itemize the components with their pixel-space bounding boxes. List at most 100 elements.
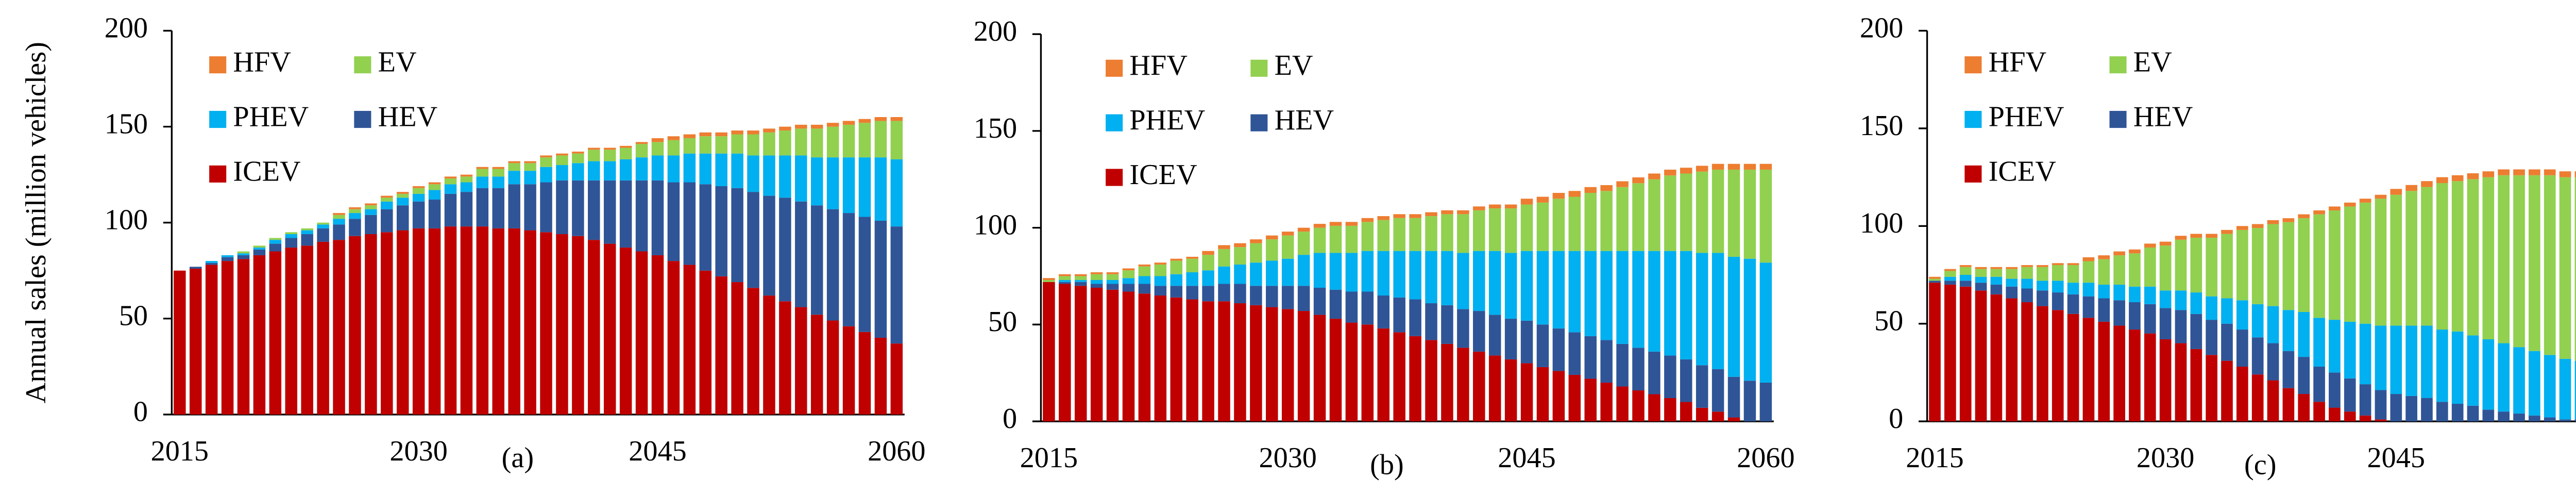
bar-segment bbox=[365, 215, 377, 235]
bar-segment bbox=[1186, 256, 1198, 259]
bar-segment bbox=[1170, 297, 1183, 422]
bar-segment bbox=[1457, 210, 1469, 215]
bar-segment bbox=[556, 165, 568, 180]
bar-segment bbox=[221, 255, 234, 257]
bar-segment bbox=[1473, 251, 1485, 311]
bar-segment bbox=[1929, 281, 1941, 283]
legend-swatch bbox=[1250, 59, 1268, 77]
bar-segment bbox=[2098, 255, 2110, 259]
bar-segment bbox=[2251, 228, 2264, 304]
bar-segment bbox=[2129, 253, 2141, 287]
bar-segment bbox=[1138, 293, 1151, 422]
bar-segment bbox=[460, 176, 473, 183]
bar-segment bbox=[2159, 241, 2172, 246]
bar-segment bbox=[1154, 262, 1167, 265]
bar-segment bbox=[2559, 177, 2571, 359]
bar-segment bbox=[1944, 276, 1956, 281]
legend-swatch bbox=[209, 56, 227, 74]
bar-segment bbox=[1600, 185, 1613, 191]
legend-swatch bbox=[1106, 169, 1123, 186]
bar-segment bbox=[651, 180, 664, 255]
bar-segment bbox=[1520, 363, 1533, 422]
bar-segment bbox=[2006, 286, 2018, 299]
bar-segment bbox=[381, 209, 393, 233]
bar-segment bbox=[1345, 225, 1358, 253]
legend-swatch bbox=[209, 111, 227, 128]
bar-segment bbox=[1106, 289, 1119, 422]
bar-segment bbox=[1393, 214, 1405, 218]
bar-segment bbox=[1441, 343, 1453, 422]
bar-segment bbox=[428, 184, 441, 190]
bar-segment bbox=[2267, 224, 2279, 306]
bar-segment bbox=[2144, 243, 2156, 248]
bar-segment bbox=[874, 117, 887, 121]
bar-segment bbox=[826, 320, 839, 415]
panel-label: (a) bbox=[502, 442, 534, 474]
bar-segment bbox=[1504, 319, 1517, 359]
bar-segment bbox=[2467, 173, 2479, 179]
bar-segment bbox=[269, 251, 282, 415]
bar-segment bbox=[1361, 251, 1374, 292]
bar-segment bbox=[2190, 234, 2202, 238]
bar-segment bbox=[1106, 280, 1119, 284]
bar-segment bbox=[1488, 355, 1501, 422]
bar-segment bbox=[842, 124, 855, 158]
bar-segment bbox=[1186, 272, 1198, 286]
bar-segment bbox=[2559, 358, 2571, 420]
bar-segment bbox=[1975, 290, 1987, 422]
bar-segment bbox=[1170, 260, 1183, 274]
bar-segment bbox=[2129, 330, 2141, 422]
bar-segment bbox=[619, 180, 632, 248]
bar-segment bbox=[556, 153, 568, 156]
bar-segment bbox=[2175, 236, 2187, 240]
bar-segment bbox=[508, 163, 520, 171]
bar-segment bbox=[1154, 264, 1167, 276]
bar-segment bbox=[619, 159, 632, 180]
bar-segment bbox=[2405, 396, 2417, 422]
bar-segment bbox=[1696, 171, 1708, 253]
bar-segment bbox=[1441, 210, 1453, 215]
bar-segment bbox=[1648, 351, 1660, 395]
bar-segment bbox=[2037, 290, 2048, 306]
bar-segment bbox=[715, 132, 727, 137]
bar-segment bbox=[2574, 177, 2576, 361]
bar-segment bbox=[237, 253, 250, 255]
legend-label: ICEV bbox=[233, 155, 300, 187]
bar-segment bbox=[2144, 333, 2156, 422]
bar-segment bbox=[1250, 286, 1262, 305]
bar-segment bbox=[317, 222, 329, 225]
bar-segment bbox=[747, 192, 759, 288]
bar-segment bbox=[1696, 253, 1708, 366]
bar-segment bbox=[2436, 402, 2448, 422]
bar-segment bbox=[1122, 278, 1135, 284]
bar-segment bbox=[508, 228, 520, 415]
x-tick-label: 2045 bbox=[2367, 442, 2425, 474]
bar-segment bbox=[1632, 390, 1645, 422]
bar-segment bbox=[1648, 179, 1660, 251]
bar-segment bbox=[699, 136, 712, 154]
bar-segment bbox=[2513, 175, 2525, 348]
bar-segment bbox=[1059, 282, 1071, 284]
bar-segment bbox=[285, 248, 298, 415]
legend-label: ICEV bbox=[1989, 155, 2056, 187]
bar-segment bbox=[619, 147, 632, 159]
bar-segment bbox=[2052, 292, 2064, 310]
bar-segment bbox=[2144, 286, 2156, 304]
bar-segment bbox=[2221, 298, 2233, 324]
bar-segment bbox=[1727, 163, 1740, 170]
bar-segment bbox=[2313, 402, 2325, 422]
bar-segment bbox=[1616, 251, 1629, 344]
bar-segment bbox=[1281, 232, 1294, 236]
bar-segment bbox=[572, 151, 584, 154]
bar-segment bbox=[2544, 355, 2556, 418]
bar-segment bbox=[2190, 238, 2202, 293]
bar-segment bbox=[1250, 243, 1262, 263]
bar-segment bbox=[2113, 284, 2125, 301]
bar-segment bbox=[1425, 303, 1437, 340]
bar-segment bbox=[2375, 419, 2387, 422]
bar-segment bbox=[1409, 299, 1421, 336]
y-tick-label: 0 bbox=[1889, 403, 1903, 435]
bar-segment bbox=[2498, 175, 2510, 343]
bar-segment bbox=[1944, 284, 1956, 422]
bar-segment bbox=[1043, 282, 1055, 422]
